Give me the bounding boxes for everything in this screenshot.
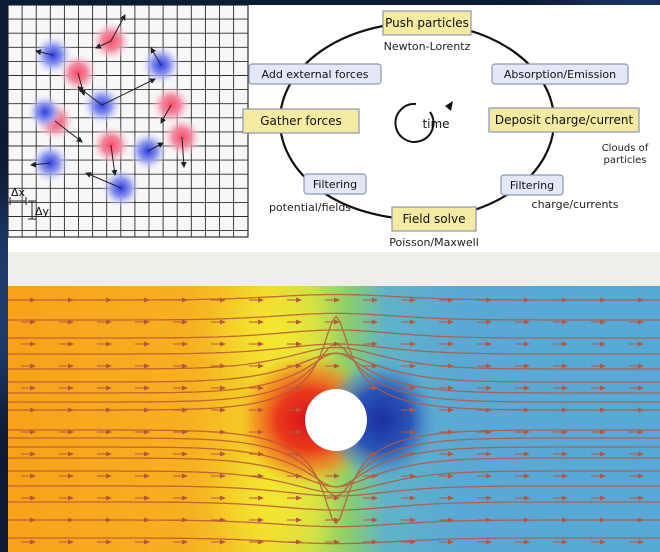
velocity-vectors: [21, 297, 644, 545]
flow-field-plot: [8, 286, 660, 552]
svg-text:Deposit charge/current: Deposit charge/current: [495, 113, 634, 127]
particle-velocity-arrows: [30, 14, 187, 189]
node-push-particles: Push particles: [382, 10, 472, 36]
streamlines: [8, 293, 660, 545]
node-filtering-right: Filtering: [500, 174, 564, 196]
cylinder-obstacle: [305, 389, 367, 451]
node-absorption-emission: Absorption/Emission: [491, 63, 629, 85]
streamline: [8, 519, 660, 528]
svg-text:Gather forces: Gather forces: [260, 114, 342, 128]
streamline: [8, 352, 660, 394]
node-gather-forces: Gather forces: [242, 108, 360, 134]
node-filtering-left: Filtering: [303, 173, 367, 195]
node-deposit-charge-current: Deposit charge/current: [488, 107, 640, 133]
dx-label: Δx: [11, 186, 26, 199]
streamline: [8, 312, 660, 321]
annotation-poisson-maxwell: Poisson/Maxwell: [389, 236, 479, 249]
annotation-potential-fields: potential/fields: [269, 201, 351, 214]
svg-text:Filtering: Filtering: [510, 179, 554, 192]
streamline: [8, 315, 660, 411]
streamline: [8, 346, 660, 370]
streamline: [8, 470, 660, 494]
time-arrow-head: [445, 101, 453, 111]
svg-text:Field solve: Field solve: [403, 212, 466, 226]
svg-text:Push particles: Push particles: [385, 16, 469, 30]
streamline: [8, 329, 660, 339]
cell-size-marks: [9, 197, 36, 220]
separator-strip: [8, 252, 660, 286]
time-arrow: [394, 102, 435, 143]
time-label: time: [422, 117, 449, 131]
annotation-charge-currents: charge/currents: [532, 198, 619, 211]
streamline: [8, 437, 660, 497]
annotation-clouds-of: Clouds of: [602, 143, 649, 154]
diagram-panel: Δx Δy time Push particles Newton-Lorentz…: [7, 4, 660, 252]
particle-cloud-blue: [27, 35, 181, 208]
pic-cycle-diagram: time Push particles Newton-Lorentz Absor…: [242, 10, 649, 249]
streamline: [8, 501, 660, 511]
svg-text:Add external forces: Add external forces: [262, 68, 369, 81]
node-add-external-forces: Add external forces: [248, 63, 382, 85]
svg-text:Absorption/Emission: Absorption/Emission: [504, 68, 616, 81]
node-field-solve: Field solve: [391, 206, 477, 232]
svg-text:Filtering: Filtering: [313, 178, 357, 191]
particle-grid: Δx Δy: [7, 4, 249, 238]
annotation-particles: particles: [604, 155, 647, 166]
dy-label: Δy: [35, 205, 50, 218]
streamline: [8, 457, 660, 488]
annotation-newton-lorentz: Newton-Lorentz: [384, 40, 471, 53]
streamline: [8, 293, 660, 301]
